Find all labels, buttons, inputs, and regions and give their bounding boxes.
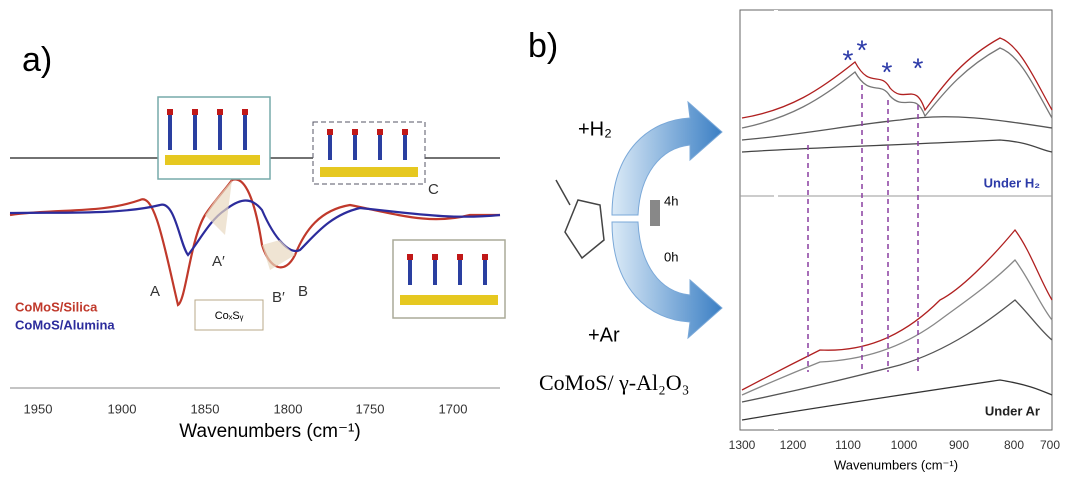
- reference-line: [807, 85, 919, 372]
- x-tick-label: 1200: [780, 438, 807, 452]
- region-label: Under Ar: [985, 403, 1040, 418]
- box-label: CoₓSᵧ: [215, 310, 244, 322]
- star: *: [913, 52, 924, 83]
- shaded-area: [205, 180, 295, 270]
- panel-label: b): [528, 27, 558, 65]
- structure-inset: [157, 96, 506, 319]
- x-tick-label: 900: [949, 438, 969, 452]
- peak-label: B: [298, 283, 308, 300]
- x-tick-label: 1800: [274, 401, 303, 416]
- legend-entry: CoMoS/Silica: [15, 299, 98, 314]
- x-axis-label: Wavenumbers (cm⁻¹): [834, 457, 958, 472]
- peak-label: C: [428, 181, 439, 198]
- catalyst-label: CoMoS/ γ-Al₂O₃: [539, 370, 689, 395]
- time-arrow: [650, 200, 660, 226]
- arrow: [611, 221, 723, 340]
- x-tick-label: 1950: [24, 401, 53, 416]
- star: *: [857, 34, 868, 65]
- alumina-curve: [9, 199, 501, 257]
- x-tick-label: 1750: [356, 401, 385, 416]
- peak-label: A′: [212, 253, 225, 270]
- x-tick-label: 1900: [108, 401, 137, 416]
- molecule: [555, 179, 605, 260]
- peak-label: A: [150, 283, 160, 300]
- legend-entry: CoMoS/Alumina: [15, 317, 115, 332]
- spectra: [741, 37, 1053, 421]
- x-axis-label: Wavenumbers (cm⁻¹): [179, 421, 360, 442]
- peak-label: B′: [272, 289, 285, 306]
- time-label: 4h: [664, 193, 678, 208]
- star: *: [882, 56, 893, 87]
- plot-frame: [739, 9, 1053, 431]
- x-tick-label: 1100: [835, 438, 861, 452]
- x-tick-label: 1850: [191, 401, 220, 416]
- x-tick-label: 800: [1004, 438, 1024, 452]
- label-box: [194, 299, 264, 331]
- x-tick-label: 1300: [729, 438, 756, 452]
- arrow-label: +H₂: [578, 118, 612, 140]
- x-tick-label: 700: [1040, 438, 1060, 452]
- arrow: [611, 100, 723, 216]
- region-label: Under H₂: [984, 175, 1041, 190]
- panel-label: a): [22, 41, 52, 79]
- time-label: 0h: [664, 249, 678, 264]
- x-tick-label: 1700: [439, 401, 468, 416]
- x-tick-label: 1000: [891, 438, 918, 452]
- arrow-label: +Ar: [588, 324, 620, 346]
- star: *: [843, 44, 854, 75]
